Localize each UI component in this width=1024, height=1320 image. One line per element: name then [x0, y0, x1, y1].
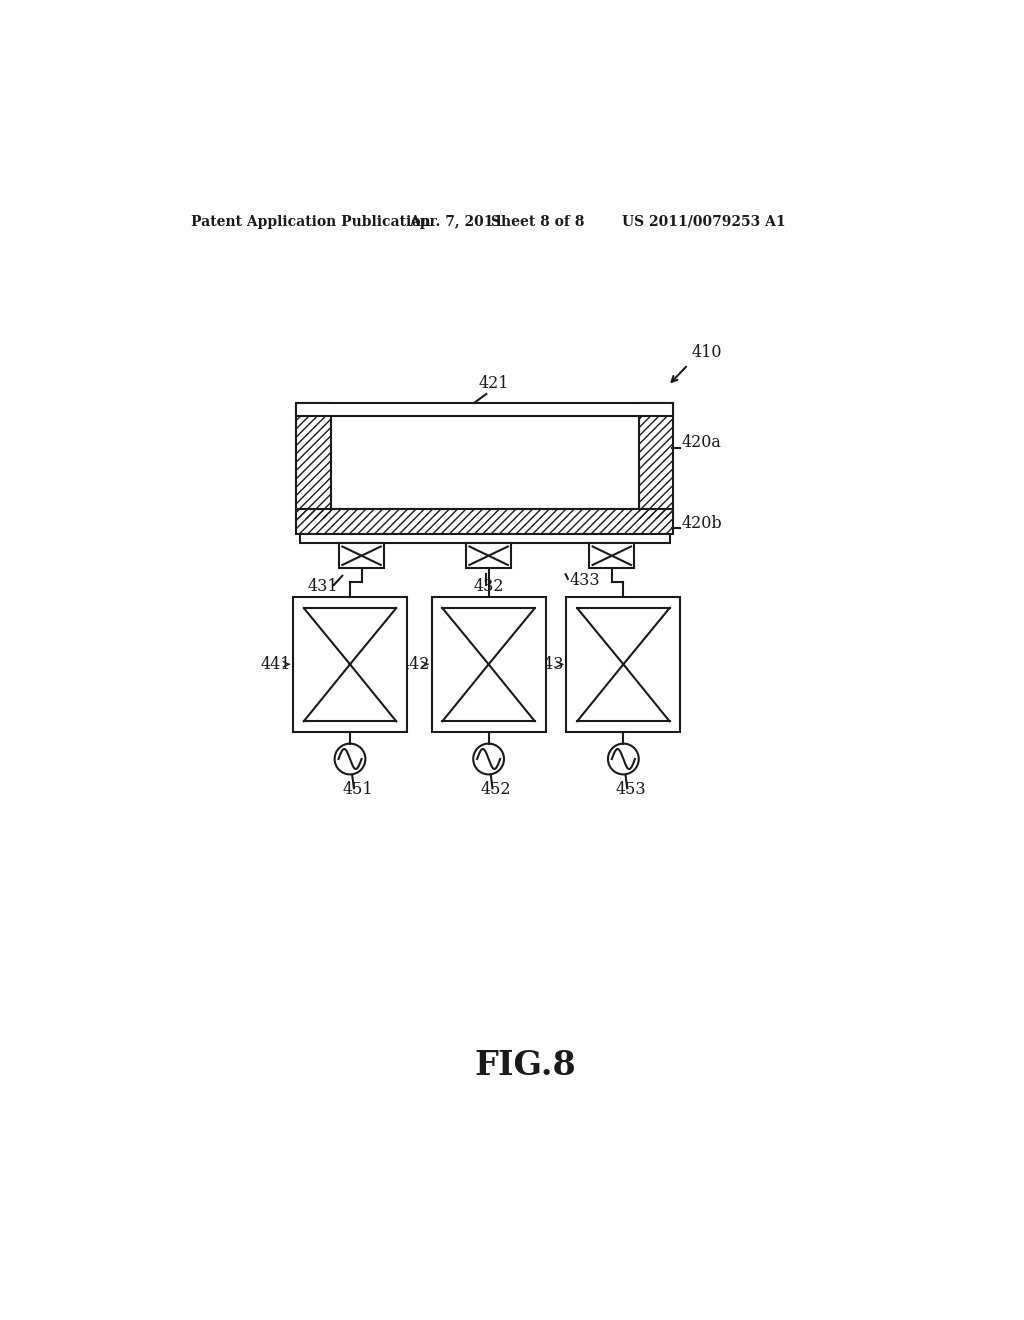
- Text: FIG.8: FIG.8: [474, 1049, 575, 1082]
- Text: 433: 433: [569, 572, 600, 589]
- Text: 441: 441: [261, 656, 291, 673]
- Bar: [293, 597, 407, 733]
- Text: 420b: 420b: [682, 515, 723, 532]
- Text: Apr. 7, 2011: Apr. 7, 2011: [410, 215, 504, 228]
- Bar: [639, 404, 674, 519]
- Text: 420a: 420a: [682, 434, 722, 451]
- Bar: [300, 535, 670, 544]
- Bar: [432, 597, 546, 733]
- Text: 421: 421: [478, 375, 509, 392]
- Text: 453: 453: [615, 780, 646, 797]
- Text: 432: 432: [473, 578, 504, 595]
- Bar: [296, 508, 674, 535]
- Bar: [296, 404, 674, 416]
- Bar: [566, 597, 680, 733]
- Bar: [590, 544, 634, 568]
- Text: 442: 442: [399, 656, 430, 673]
- Text: 431: 431: [307, 578, 338, 595]
- Bar: [331, 416, 639, 508]
- Bar: [296, 404, 331, 519]
- Bar: [296, 404, 331, 519]
- Text: Patent Application Publication: Patent Application Publication: [190, 215, 430, 228]
- Text: Sheet 8 of 8: Sheet 8 of 8: [490, 215, 585, 228]
- Text: 451: 451: [342, 780, 373, 797]
- Text: 443: 443: [535, 656, 564, 673]
- Bar: [339, 544, 384, 568]
- Bar: [639, 404, 674, 519]
- Bar: [466, 544, 511, 568]
- Bar: [296, 508, 674, 535]
- Text: 452: 452: [481, 780, 511, 797]
- Text: US 2011/0079253 A1: US 2011/0079253 A1: [622, 215, 785, 228]
- Text: 410: 410: [691, 345, 722, 362]
